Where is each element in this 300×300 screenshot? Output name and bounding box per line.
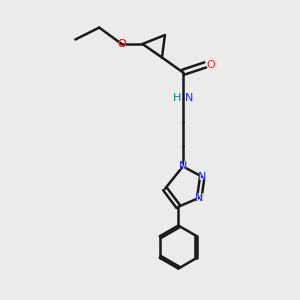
Text: N: N (195, 193, 203, 203)
Text: N: N (178, 161, 188, 171)
Text: O: O (117, 39, 126, 49)
Text: O: O (206, 60, 215, 70)
Text: O: O (117, 39, 126, 49)
Text: N: N (198, 172, 207, 182)
Text: H: H (173, 93, 182, 103)
Text: O: O (206, 60, 215, 70)
Text: N: N (198, 172, 206, 182)
Text: O: O (117, 39, 126, 49)
Text: H: H (173, 93, 182, 103)
Text: N: N (195, 193, 204, 203)
Text: N: N (185, 93, 194, 103)
Text: N: N (185, 93, 194, 103)
Text: N: N (179, 161, 187, 171)
